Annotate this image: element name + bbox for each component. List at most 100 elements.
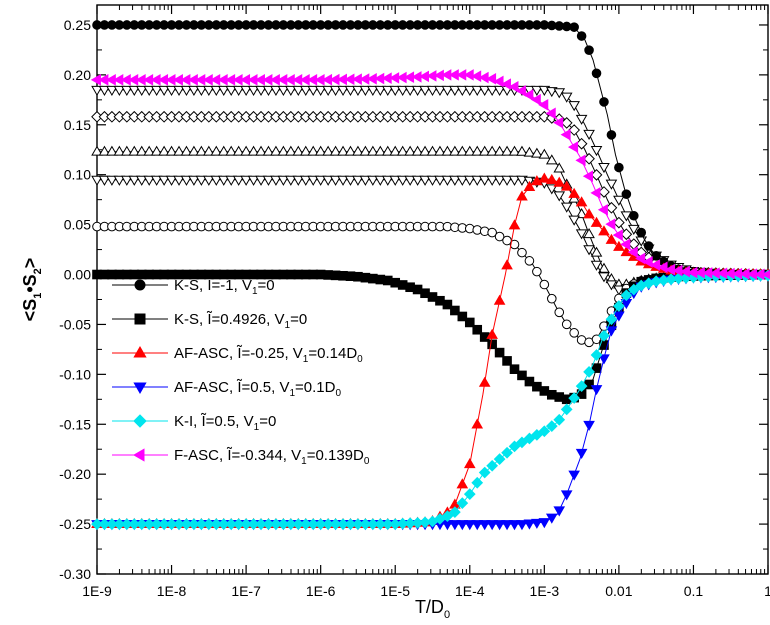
y-tick-label: 0.05 bbox=[64, 217, 91, 233]
data-point bbox=[516, 175, 528, 186]
data-point bbox=[486, 328, 498, 339]
data-point bbox=[531, 428, 543, 441]
legend-text-part: K-S, Ĩ=0.4926, V bbox=[174, 311, 285, 328]
data-point bbox=[359, 145, 372, 156]
data-point bbox=[508, 175, 521, 186]
data-point bbox=[599, 97, 609, 107]
data-point bbox=[344, 145, 357, 156]
data-point bbox=[203, 145, 215, 156]
data-point bbox=[314, 175, 327, 186]
x-tick-label: 1E-7 bbox=[231, 583, 261, 599]
data-point bbox=[128, 85, 141, 97]
data-point bbox=[441, 175, 454, 186]
data-point bbox=[165, 175, 178, 186]
data-point bbox=[598, 225, 610, 236]
y-tick-label: 0.10 bbox=[64, 167, 91, 183]
x-axis-title-main: T/D bbox=[415, 597, 444, 617]
y-axis-title-part: S bbox=[20, 274, 40, 286]
data-point bbox=[463, 85, 476, 97]
data-point bbox=[560, 128, 571, 141]
data-point bbox=[613, 300, 625, 312]
data-point bbox=[367, 85, 379, 97]
data-point bbox=[471, 70, 482, 83]
x-tick-label: 1E-3 bbox=[530, 583, 560, 599]
y-axis-title-sub: 1 bbox=[32, 293, 44, 299]
legend-text-part: =0.14D bbox=[308, 345, 357, 362]
data-point bbox=[486, 520, 498, 531]
data-point bbox=[173, 175, 185, 186]
data-point bbox=[463, 520, 476, 531]
data-point bbox=[307, 85, 320, 97]
data-point bbox=[270, 145, 282, 156]
data-point bbox=[232, 85, 245, 97]
data-point bbox=[165, 145, 178, 156]
data-point bbox=[150, 85, 163, 97]
data-point bbox=[217, 175, 230, 186]
data-point bbox=[217, 145, 230, 156]
data-point bbox=[605, 280, 618, 291]
data-point bbox=[121, 145, 133, 156]
data-point bbox=[180, 145, 193, 156]
data-point bbox=[367, 175, 379, 186]
data-point bbox=[575, 380, 588, 392]
legend-text-part: K-I, Ĩ=0.5, V bbox=[174, 413, 254, 430]
data-point bbox=[620, 238, 631, 251]
y-axis-title: <S1•S2> bbox=[20, 258, 44, 322]
data-point bbox=[449, 175, 461, 186]
data-point bbox=[501, 145, 513, 156]
data-point bbox=[240, 145, 252, 156]
data-point bbox=[203, 175, 215, 186]
y-axis-title-part: < bbox=[20, 311, 40, 322]
data-point bbox=[91, 145, 103, 156]
data-point bbox=[591, 68, 602, 79]
data-point bbox=[134, 313, 146, 325]
data-point bbox=[463, 488, 476, 501]
data-point bbox=[463, 69, 474, 81]
data-point bbox=[210, 175, 223, 186]
axes-group: 1E-9 1E-8 1E-7 1E-6 1E-5 1E-4 1E-3 0.01 0.1 1 0.25… bbox=[59, 4, 770, 599]
data-point bbox=[404, 85, 416, 97]
data-point bbox=[486, 145, 498, 156]
data-point bbox=[442, 299, 453, 310]
data-point bbox=[613, 195, 625, 206]
data-point bbox=[494, 231, 505, 242]
data-point bbox=[478, 376, 491, 387]
data-point bbox=[545, 184, 558, 195]
data-point bbox=[434, 175, 446, 186]
data-point bbox=[217, 85, 230, 97]
data-point bbox=[575, 208, 588, 219]
data-point bbox=[560, 92, 573, 103]
data-point bbox=[247, 175, 260, 186]
data-point bbox=[456, 85, 469, 97]
data-point bbox=[486, 459, 499, 472]
data-point bbox=[597, 203, 608, 216]
data-point bbox=[531, 85, 543, 97]
data-point bbox=[329, 145, 342, 156]
data-point bbox=[560, 117, 573, 129]
data-point bbox=[464, 317, 475, 328]
x-tick-label: 1E-9 bbox=[82, 583, 112, 599]
data-point bbox=[553, 506, 566, 517]
data-point bbox=[188, 145, 200, 156]
series-diamond-open bbox=[91, 110, 770, 281]
data-point bbox=[128, 175, 141, 186]
x-tick-label: 0.1 bbox=[684, 583, 704, 599]
data-point bbox=[613, 285, 625, 296]
data-point bbox=[456, 478, 469, 489]
data-point bbox=[299, 145, 312, 156]
data-point bbox=[173, 85, 185, 97]
data-point bbox=[449, 85, 461, 97]
data-point bbox=[270, 175, 282, 186]
data-point bbox=[322, 85, 334, 97]
data-point bbox=[621, 189, 632, 199]
data-point bbox=[627, 283, 640, 296]
data-point bbox=[404, 145, 416, 156]
data-point bbox=[583, 208, 595, 219]
data-point bbox=[590, 385, 603, 396]
data-point bbox=[359, 85, 372, 97]
data-point bbox=[225, 175, 238, 186]
data-point bbox=[523, 89, 534, 101]
data-point bbox=[188, 85, 200, 97]
data-point bbox=[545, 420, 558, 433]
legend-subscript: 1 bbox=[254, 422, 260, 433]
